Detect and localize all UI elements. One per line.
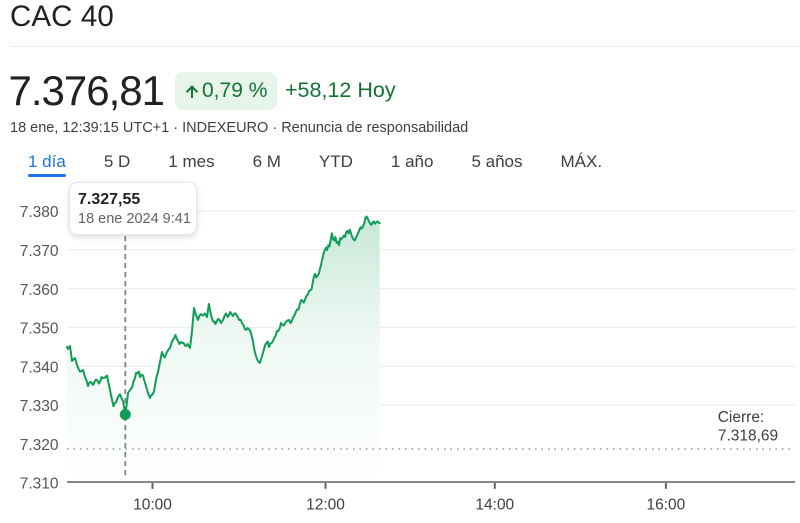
svg-text:7.340: 7.340 <box>20 359 59 376</box>
svg-text:7.360: 7.360 <box>20 282 59 299</box>
svg-text:7.330: 7.330 <box>20 398 59 415</box>
svg-text:7.320: 7.320 <box>20 437 59 454</box>
svg-text:7.318,69: 7.318,69 <box>718 428 778 445</box>
svg-text:7.380: 7.380 <box>20 204 59 221</box>
svg-text:Cierre:: Cierre: <box>718 409 765 426</box>
svg-text:14:00: 14:00 <box>475 497 514 514</box>
svg-text:16:00: 16:00 <box>647 497 686 514</box>
svg-text:10:00: 10:00 <box>133 497 172 514</box>
svg-text:7.370: 7.370 <box>20 243 59 260</box>
svg-text:7.310: 7.310 <box>20 475 59 492</box>
svg-text:7.350: 7.350 <box>20 321 59 338</box>
svg-text:12:00: 12:00 <box>306 497 345 514</box>
